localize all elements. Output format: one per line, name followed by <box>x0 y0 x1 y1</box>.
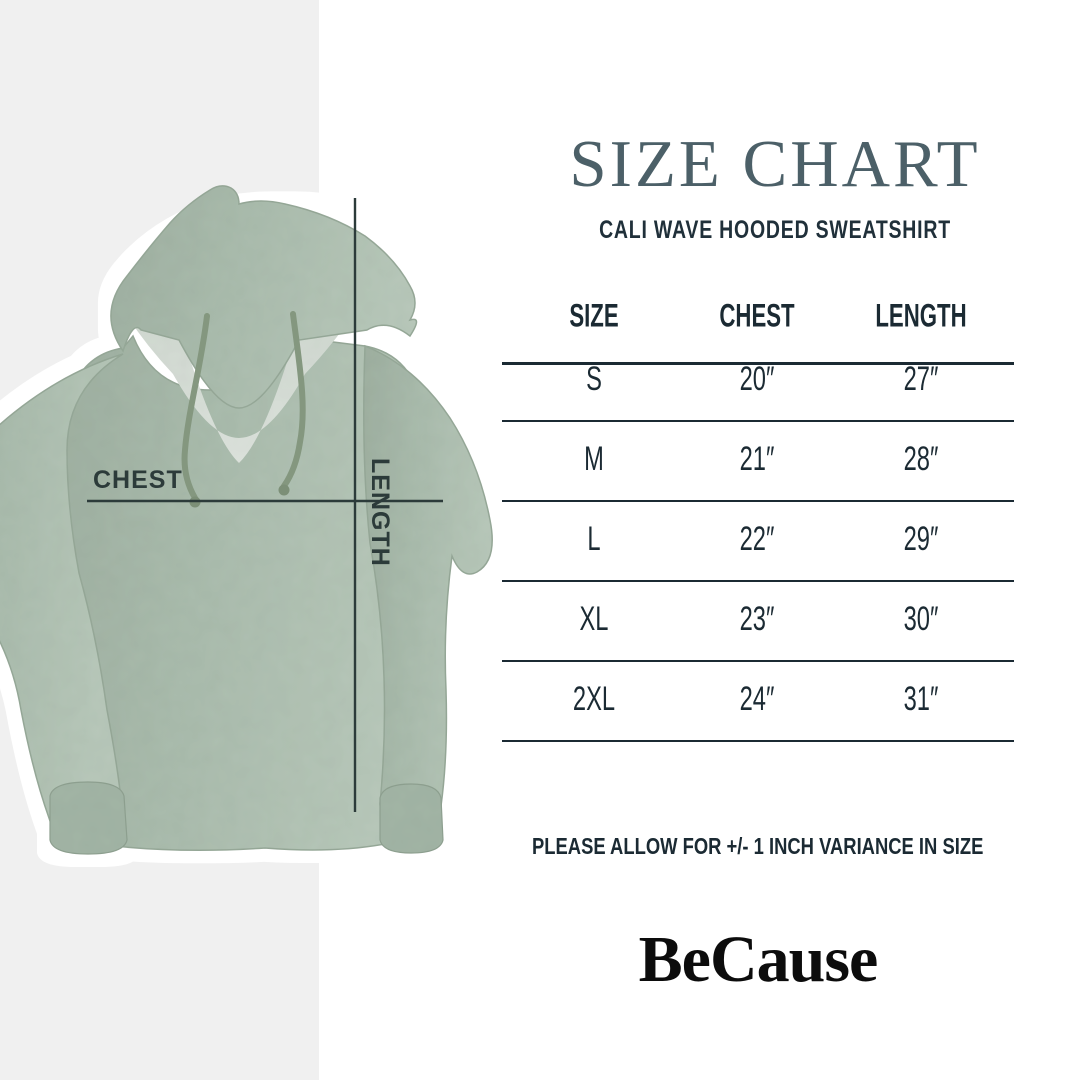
svg-text:CHEST: CHEST <box>93 466 183 494</box>
svg-text:LENGTH: LENGTH <box>366 458 394 567</box>
